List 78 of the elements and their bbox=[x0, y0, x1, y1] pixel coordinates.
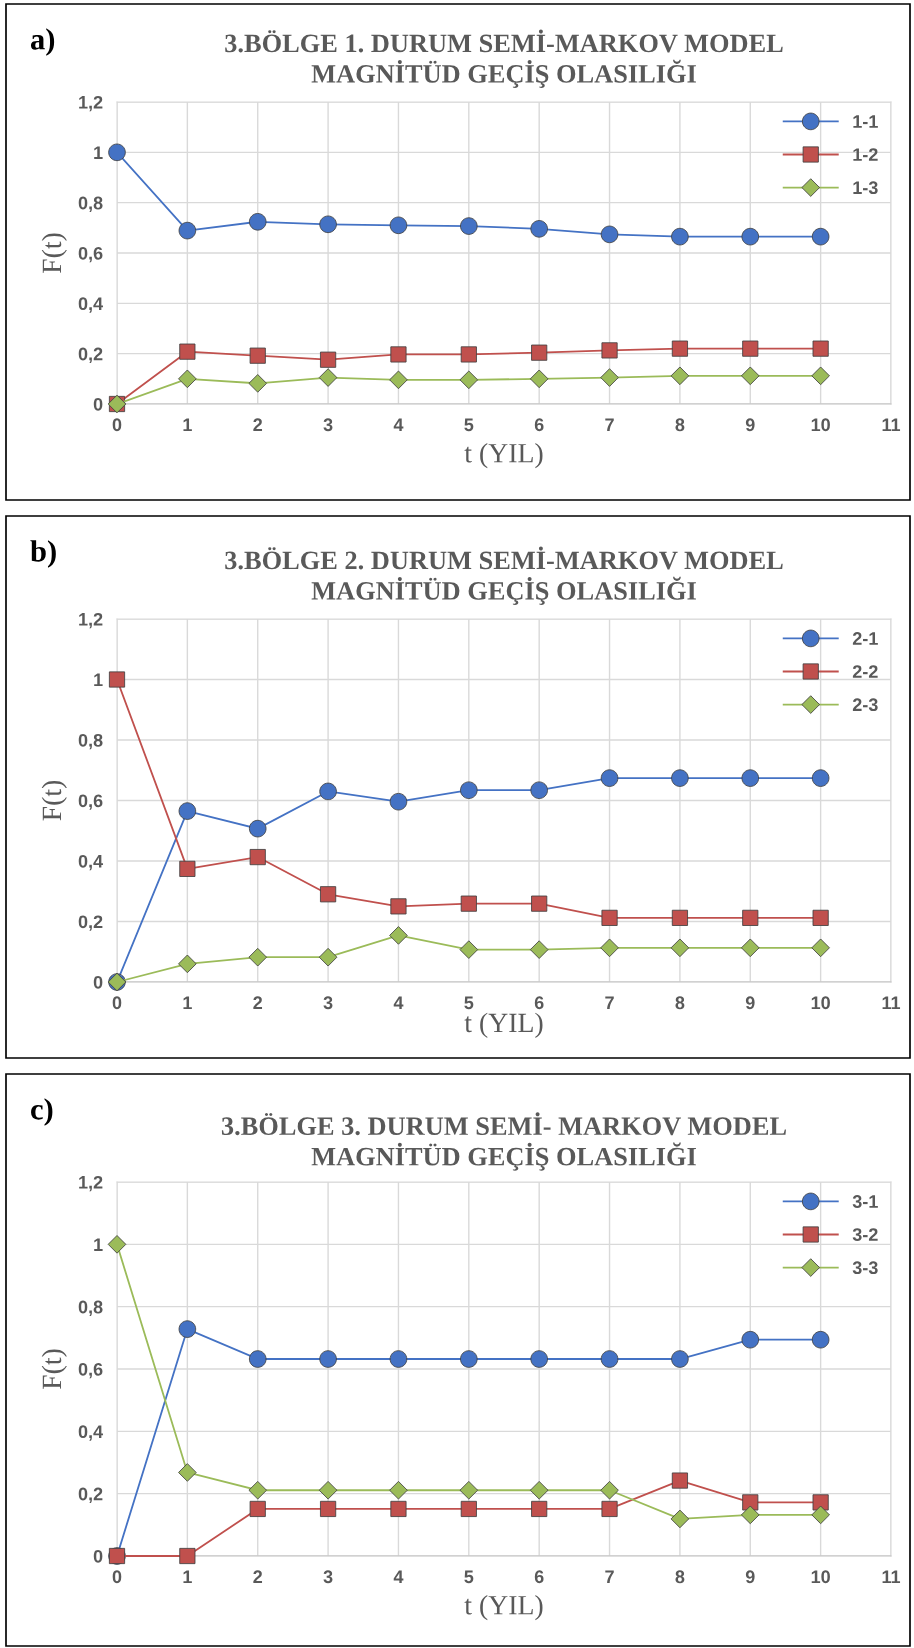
x-tick-label: 10 bbox=[811, 418, 830, 432]
legend-label: 1-2 bbox=[853, 148, 878, 161]
x-tick-label: 5 bbox=[464, 1570, 474, 1584]
y-tick-label: 0 bbox=[93, 1549, 103, 1563]
legend-label: 3-1 bbox=[852, 1195, 878, 1208]
x-tick-label: 10 bbox=[811, 1570, 830, 1584]
x-tick-label: 6 bbox=[534, 1570, 544, 1584]
x-tick-label: 8 bbox=[675, 418, 685, 432]
chart-title: 3.BÖLGE 1. DURUM SEMİ-MARKOV MODEL MAGNİTÜD GEÇİŞ OLASILIĞI bbox=[225, 29, 783, 88]
y-axis-title: F(t) bbox=[41, 780, 67, 821]
x-tick-label: 11 bbox=[882, 996, 901, 1009]
y-axis-title: F(t) bbox=[41, 1349, 67, 1390]
y-tick-label: 0,2 bbox=[78, 347, 103, 363]
x-tick-label: 0 bbox=[112, 996, 122, 1010]
y-tick-label: 0,4 bbox=[78, 1425, 104, 1441]
y-tick-label: 0,2 bbox=[78, 915, 103, 931]
x-tick-label: 9 bbox=[745, 996, 755, 1010]
x-tick-label: 10 bbox=[811, 996, 830, 1010]
legend-label: 3-3 bbox=[852, 1261, 878, 1275]
x-axis-title: t (YIL) bbox=[464, 1012, 543, 1038]
x-tick-label: 5 bbox=[464, 418, 474, 432]
y-tick-label: 0,8 bbox=[78, 1300, 103, 1316]
y-tick-label: 1,2 bbox=[79, 612, 103, 629]
x-tick-label: 4 bbox=[393, 1570, 404, 1583]
chart-title: 3.BÖLGE 2. DURUM SEMİ-MARKOV MODEL MAGNİTÜD GEÇİŞ OLASILIĞI bbox=[225, 546, 783, 605]
y-tick-label: 0,6 bbox=[78, 1362, 103, 1379]
x-tick-label: 3 bbox=[323, 418, 333, 432]
x-tick-label: 2 bbox=[253, 418, 263, 431]
x-tick-label: 6 bbox=[534, 418, 544, 432]
x-tick-label: 11 bbox=[882, 418, 901, 431]
x-tick-label: 9 bbox=[745, 418, 755, 432]
legend-label: 2-2 bbox=[852, 665, 878, 678]
y-tick-label: 0 bbox=[93, 975, 103, 989]
text: c) bbox=[31, 1098, 53, 1126]
x-axis-title: t (YIL) bbox=[464, 1595, 543, 1621]
y-tick-label: 1,2 bbox=[79, 1175, 103, 1192]
x-tick-label: 7 bbox=[605, 418, 614, 431]
x-tick-label: 7 bbox=[605, 1570, 614, 1583]
x-tick-label: 7 bbox=[605, 996, 614, 1009]
x-tick-label: 8 bbox=[675, 996, 685, 1010]
y-tick-label: 1,2 bbox=[79, 95, 103, 112]
x-tick-label: 11 bbox=[882, 1570, 901, 1583]
y-tick-label: 0,8 bbox=[78, 733, 103, 750]
legend-label: 2-1 bbox=[852, 632, 878, 645]
x-tick-label: 2 bbox=[253, 996, 263, 1009]
x-tick-label: 2 bbox=[253, 1570, 263, 1583]
x-tick-label: 1 bbox=[183, 418, 192, 431]
y-tick-label: 0,4 bbox=[78, 297, 104, 313]
y-tick-label: 0,6 bbox=[78, 794, 103, 810]
y-axis-title: F(t) bbox=[41, 233, 67, 274]
x-tick-label: 0 bbox=[112, 1570, 122, 1584]
y-tick-label: 0,8 bbox=[78, 196, 103, 212]
y-tick-label: 1 bbox=[94, 1238, 103, 1251]
x-tick-label: 3 bbox=[323, 1570, 333, 1584]
y-tick-label: 1 bbox=[94, 673, 103, 687]
legend-label: 2-3 bbox=[852, 698, 878, 712]
legend-label: 3-2 bbox=[852, 1228, 878, 1242]
legend-label: 1-1 bbox=[853, 115, 878, 128]
y-tick-label: 0 bbox=[93, 397, 103, 411]
x-tick-label: 0 bbox=[112, 418, 122, 432]
text: a) bbox=[30, 28, 55, 56]
chart-title: 3.BÖLGE 3. DURUM SEMİ- MARKOV MODEL MAGNİTÜD GEÇİŞ OLASILIĞI bbox=[221, 1112, 786, 1171]
text: b) bbox=[30, 540, 56, 568]
x-tick-label: 1 bbox=[183, 1570, 192, 1583]
y-tick-label: 1 bbox=[94, 146, 103, 159]
y-tick-label: 0,2 bbox=[78, 1487, 103, 1503]
legend-label: 1-3 bbox=[853, 181, 878, 195]
x-tick-label: 4 bbox=[393, 996, 404, 1009]
x-tick-label: 8 bbox=[675, 1570, 685, 1584]
x-axis-title: t (YIL) bbox=[464, 443, 543, 469]
x-tick-label: 6 bbox=[534, 996, 544, 1010]
y-tick-label: 0,6 bbox=[78, 246, 103, 263]
x-tick-label: 3 bbox=[323, 996, 333, 1010]
x-tick-label: 9 bbox=[745, 1570, 755, 1584]
x-tick-label: 1 bbox=[183, 996, 192, 1009]
y-tick-label: 0,4 bbox=[78, 854, 104, 871]
x-tick-label: 4 bbox=[393, 418, 404, 431]
x-tick-label: 5 bbox=[464, 996, 474, 1010]
